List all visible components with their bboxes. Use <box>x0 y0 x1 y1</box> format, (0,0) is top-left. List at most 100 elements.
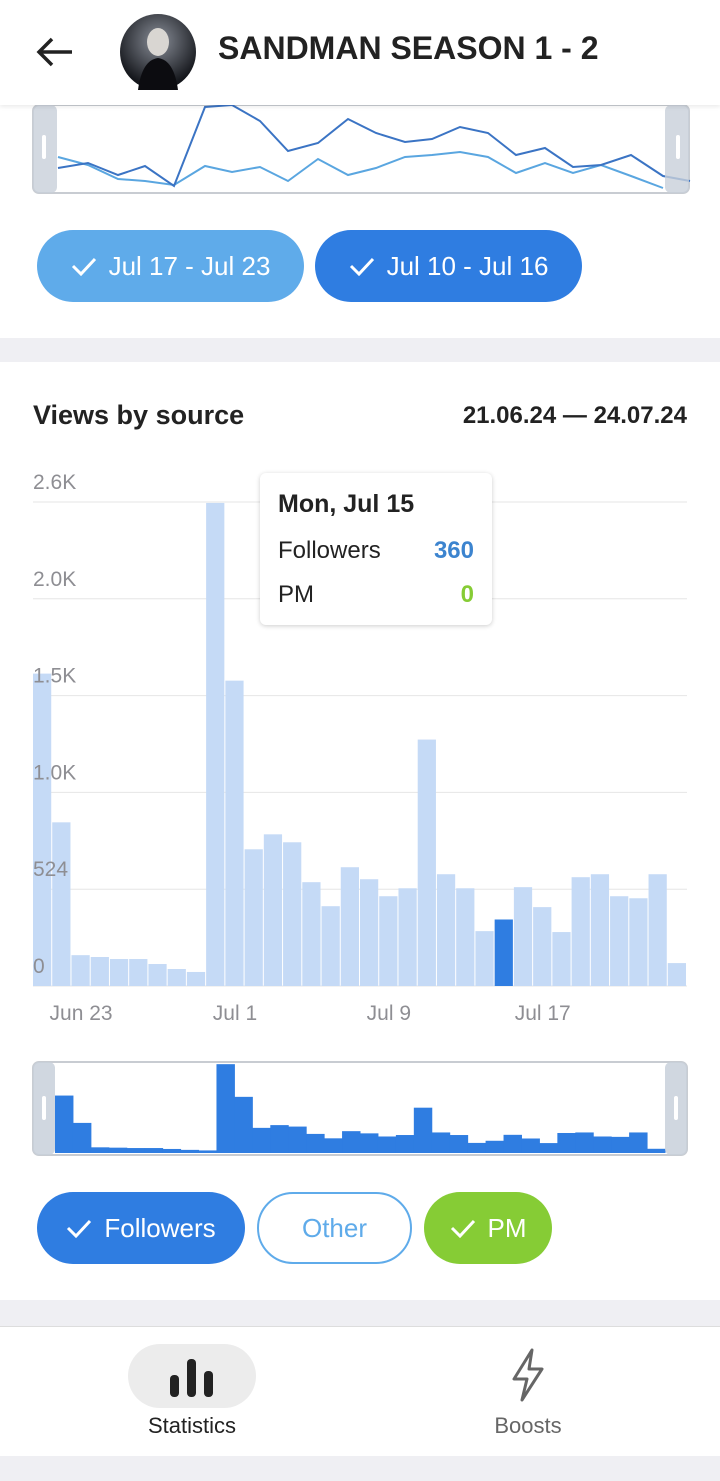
navigator-bar <box>342 1131 361 1153</box>
filter-chip[interactable]: Other <box>257 1192 412 1264</box>
bar <box>533 907 552 986</box>
bar <box>436 874 456 986</box>
bar <box>475 931 494 986</box>
navigator-bar <box>467 1142 487 1153</box>
navigator-bar <box>413 1107 433 1153</box>
navigator-bar <box>647 1148 666 1153</box>
y-tick-label: 1.0K <box>33 761 76 784</box>
navigator-bar <box>449 1135 469 1153</box>
bar <box>321 906 340 986</box>
navigator-bar <box>162 1148 182 1153</box>
bar <box>186 971 206 986</box>
navigator-bar <box>216 1064 235 1153</box>
chip-label: PM <box>487 1212 527 1243</box>
bar <box>244 849 263 986</box>
y-tick-label: 524 <box>33 858 68 881</box>
navigator-bar <box>503 1134 522 1153</box>
navigator-grip <box>42 1096 46 1120</box>
y-tick-label: 1.5K <box>33 665 76 688</box>
navigator-bar <box>611 1136 630 1153</box>
bar <box>129 959 148 986</box>
date-range: 21.06.24 — 24.07.24 <box>462 402 687 429</box>
chip-label: Jul 17 - Jul 23 <box>108 250 271 281</box>
bar <box>167 969 186 986</box>
navigator-bar <box>557 1132 576 1153</box>
bar <box>494 919 513 986</box>
views-chart: 0 524 1.0K 1.5K 2.0K 2.6K Jun 23 Jul 1 Jul 9 Jul … <box>32 471 688 1156</box>
boosts-icon[interactable] <box>510 1347 546 1403</box>
filter-chip[interactable]: PM <box>424 1192 552 1264</box>
statistics-icon[interactable] <box>168 1357 216 1397</box>
nav-label[interactable]: Boosts <box>494 1413 562 1438</box>
filter-chip[interactable]: Jul 10 - Jul 16 <box>315 230 582 302</box>
bar <box>33 673 52 986</box>
navigator-bar <box>288 1126 307 1153</box>
bar <box>398 888 417 986</box>
check-icon <box>71 257 96 276</box>
bar <box>379 896 398 986</box>
avatar[interactable] <box>120 14 196 90</box>
x-tick-label: Jun 23 <box>50 1002 113 1025</box>
bar <box>52 822 71 986</box>
check-icon <box>349 257 374 276</box>
navigator-bar <box>593 1136 612 1153</box>
bar <box>610 896 629 986</box>
navigator-bar <box>377 1136 397 1153</box>
navigator-bar <box>252 1127 271 1153</box>
bar <box>71 955 90 986</box>
bottom-nav: Statistics Boosts <box>0 1326 720 1456</box>
navigator-bar <box>55 1095 74 1153</box>
navigator-bar <box>198 1150 217 1153</box>
bar <box>109 959 129 986</box>
bar <box>456 888 475 986</box>
x-tick-label: Jul 1 <box>213 1002 257 1025</box>
bar <box>513 887 533 986</box>
bar <box>417 739 436 986</box>
navigator-grip <box>674 1096 678 1120</box>
bar <box>206 502 225 986</box>
navigator-bar <box>72 1122 92 1153</box>
y-tick-label: 2.6K <box>33 471 76 494</box>
navigator-bar <box>521 1138 540 1153</box>
navigator-bar <box>431 1132 451 1153</box>
bar <box>552 932 571 986</box>
bar <box>340 867 359 986</box>
bar <box>90 956 109 986</box>
navigator-bar <box>629 1132 648 1153</box>
y-tick-label: 0 <box>33 955 45 978</box>
tooltip-series: Followers <box>278 537 381 564</box>
navigator-bar <box>126 1148 146 1153</box>
tooltip-value: 360 <box>433 537 474 564</box>
filter-chip[interactable]: Jul 17 - Jul 23 <box>37 230 304 302</box>
bar <box>263 834 283 986</box>
navigator-bar <box>108 1147 128 1153</box>
tooltip: Mon, Jul 15 Followers 360 PM 0 <box>260 473 492 625</box>
nav-label[interactable]: Statistics <box>147 1413 237 1438</box>
chip-label: Followers <box>104 1212 216 1243</box>
header: SANDMAN SEASON 1 - 2 <box>0 0 720 105</box>
top-chart-card: Jul 17 - Jul 23 Jul 10 - Jul 16 <box>0 105 720 338</box>
bar <box>629 898 648 986</box>
chip-label: Other <box>301 1212 368 1243</box>
bar <box>667 963 686 986</box>
navigator-bar <box>395 1135 415 1153</box>
tooltip-series: PM <box>278 581 314 608</box>
chat-title: SANDMAN SEASON 1 - 2 <box>218 30 599 66</box>
navigator-bar <box>575 1132 594 1153</box>
bar <box>302 882 321 986</box>
bar <box>148 964 167 986</box>
chip-label: Jul 10 - Jul 16 <box>386 250 549 281</box>
back-button[interactable] <box>36 36 74 68</box>
navigator-bar <box>306 1133 325 1153</box>
navigator-bar <box>90 1147 110 1153</box>
navigator-bar <box>144 1148 164 1153</box>
bar <box>360 879 379 986</box>
navigator-bar <box>485 1140 505 1153</box>
check-icon <box>67 1219 92 1238</box>
bar <box>571 877 590 986</box>
filter-chip[interactable]: Followers <box>37 1192 245 1264</box>
section-title: Views by source <box>33 400 245 430</box>
navigator-bar <box>270 1125 289 1153</box>
bar <box>648 874 667 986</box>
